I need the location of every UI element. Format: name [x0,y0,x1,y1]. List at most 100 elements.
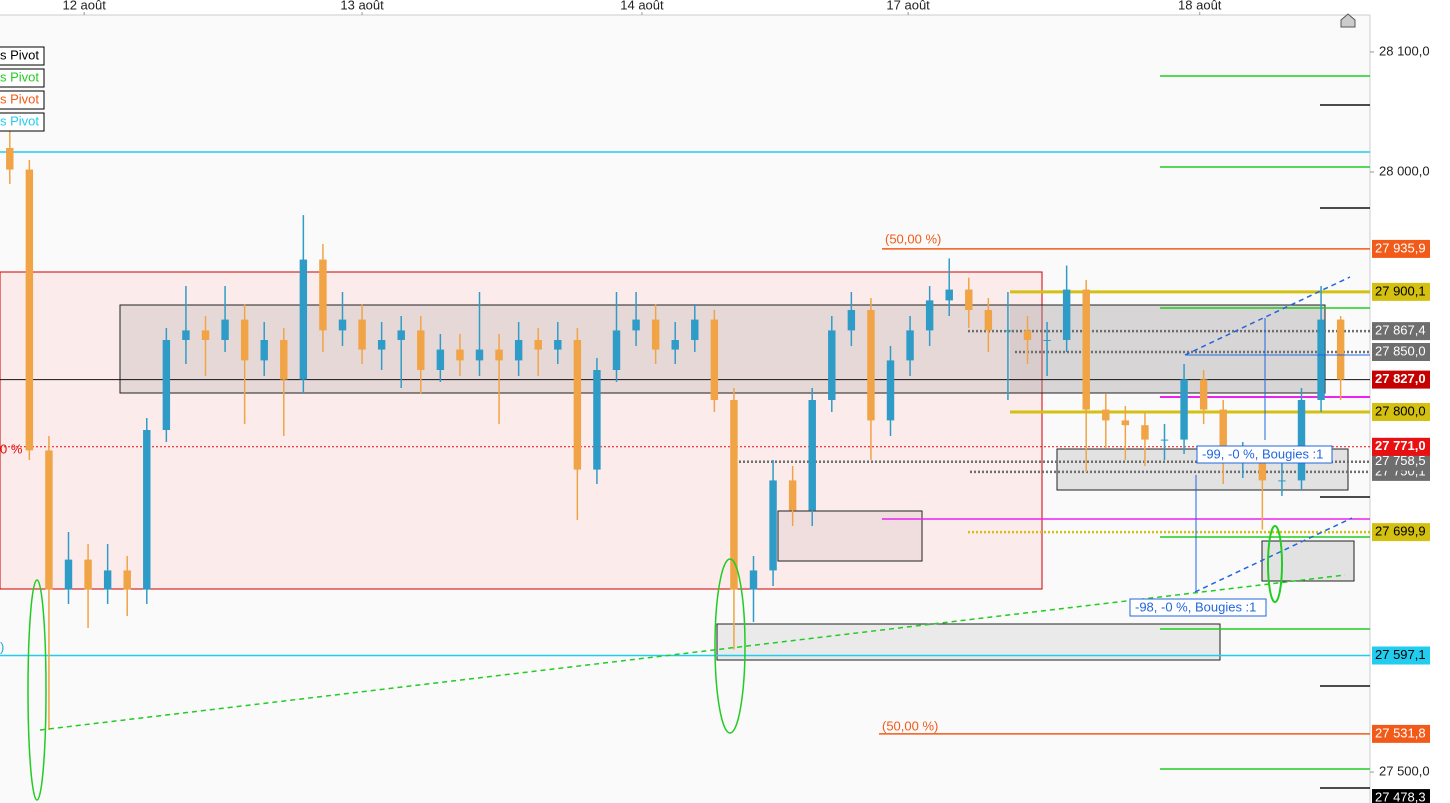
legend-box [0,68,45,88]
x-tick-label: 17 août [886,0,930,12]
candle-body [6,147,14,170]
candle-body [965,289,973,310]
candle-body [64,559,73,590]
x-tick-label: 18 août [1178,0,1222,12]
level-badge [1372,724,1430,743]
x-tick-label: 12 août [62,0,106,12]
candle-body [925,300,934,331]
candle-body [319,259,327,331]
level-badge [1372,322,1430,341]
annotation: -98, -0 %, Bougies :1 [1135,599,1256,614]
candle-body [593,369,601,470]
level-label: 27 867,4 [1375,323,1426,338]
candle-body [1082,289,1090,410]
candle-body [143,430,151,590]
plot-area [0,15,1370,803]
candle-body [1023,330,1032,340]
annotation: 0 % [0,441,23,456]
level-label: 27 699,9 [1375,524,1426,539]
candle-body [651,319,660,350]
candle-body [417,330,425,370]
level-badge [1372,437,1430,456]
x-tick-label: 14 août [620,0,664,12]
candle-body [886,360,895,421]
candle-body [221,319,229,340]
candle-body [456,349,464,361]
annotation: ) [0,639,4,654]
candle-body [162,339,171,431]
candle-body [299,259,308,380]
trendline [1184,276,1351,356]
candle-body [1180,379,1188,440]
level-label: 27 771,0 [1375,438,1426,453]
candle-body [612,330,621,370]
candle-body [1317,319,1325,400]
candle-body [1062,289,1071,340]
trendline [39,574,1346,731]
candle-body [867,309,875,421]
candle-body [358,319,366,350]
measure-box [1129,598,1267,617]
candle-body [84,559,92,590]
y-tick-label: 27 500,0 [1379,763,1430,778]
candle-body [1336,319,1345,380]
candle-body [377,339,386,350]
level-badge [1372,282,1430,301]
candle-body [906,330,914,361]
zone [1261,540,1355,582]
legend-entry: s Pivot [0,47,39,62]
level-label: 27 827,0 [1375,371,1426,386]
legend-entry: s Pivot [0,113,39,128]
level-badge [1372,523,1430,542]
candle-body [1141,425,1149,440]
annotation: -99, -0 %, Bougies :1 [1202,446,1323,461]
candle-body [828,330,836,400]
candle-body [280,339,288,380]
candle-body [847,309,856,331]
level-label: 27 935,9 [1375,240,1426,255]
candle-body [103,570,112,590]
level-badge [1372,452,1430,471]
legend-entry: s Pivot [0,91,39,106]
candle-body [45,450,53,590]
level-label: 27 531,8 [1375,725,1426,740]
candle-body [573,339,582,470]
level-badge [1372,370,1430,389]
candle-body [201,330,210,340]
candle-body [534,339,542,350]
candle-body [338,319,347,331]
candle-body [691,319,699,340]
legend-box [0,90,45,110]
candle-body [984,309,993,331]
candle-body [749,570,758,590]
candle-body [1278,480,1286,482]
ellipse [714,558,746,734]
levels: 27 935,9 27 900,1 27 867,4 27 850,0 27 827,0… [0,239,1430,803]
level-label: 27 850,0 [1375,343,1426,358]
level-label: 27 900,1 [1375,283,1426,298]
candle-body [1121,420,1130,426]
candle-body [1043,339,1051,341]
candle-body [788,480,797,511]
candle-body [632,319,640,331]
candle-body [1160,439,1169,441]
level-label: 27 478,3 [1375,790,1426,803]
pivot-group [1320,104,1370,789]
x-tick-label: 13 août [340,0,384,12]
candle-body [730,399,738,590]
home-icon[interactable] [1340,13,1356,28]
level-badge [1372,342,1430,361]
measure-box [1196,445,1333,464]
candle-body [495,349,503,361]
candle-body [260,339,268,361]
candle-body [1258,460,1267,481]
candle-body [808,399,816,511]
candle-body [25,169,34,451]
y-tick-label: 28 000,0 [1379,163,1430,178]
legend-box [0,46,45,66]
level-badge [1372,789,1430,803]
zone [1010,305,1325,393]
candle-body [123,570,131,590]
candle-body [1219,409,1227,461]
